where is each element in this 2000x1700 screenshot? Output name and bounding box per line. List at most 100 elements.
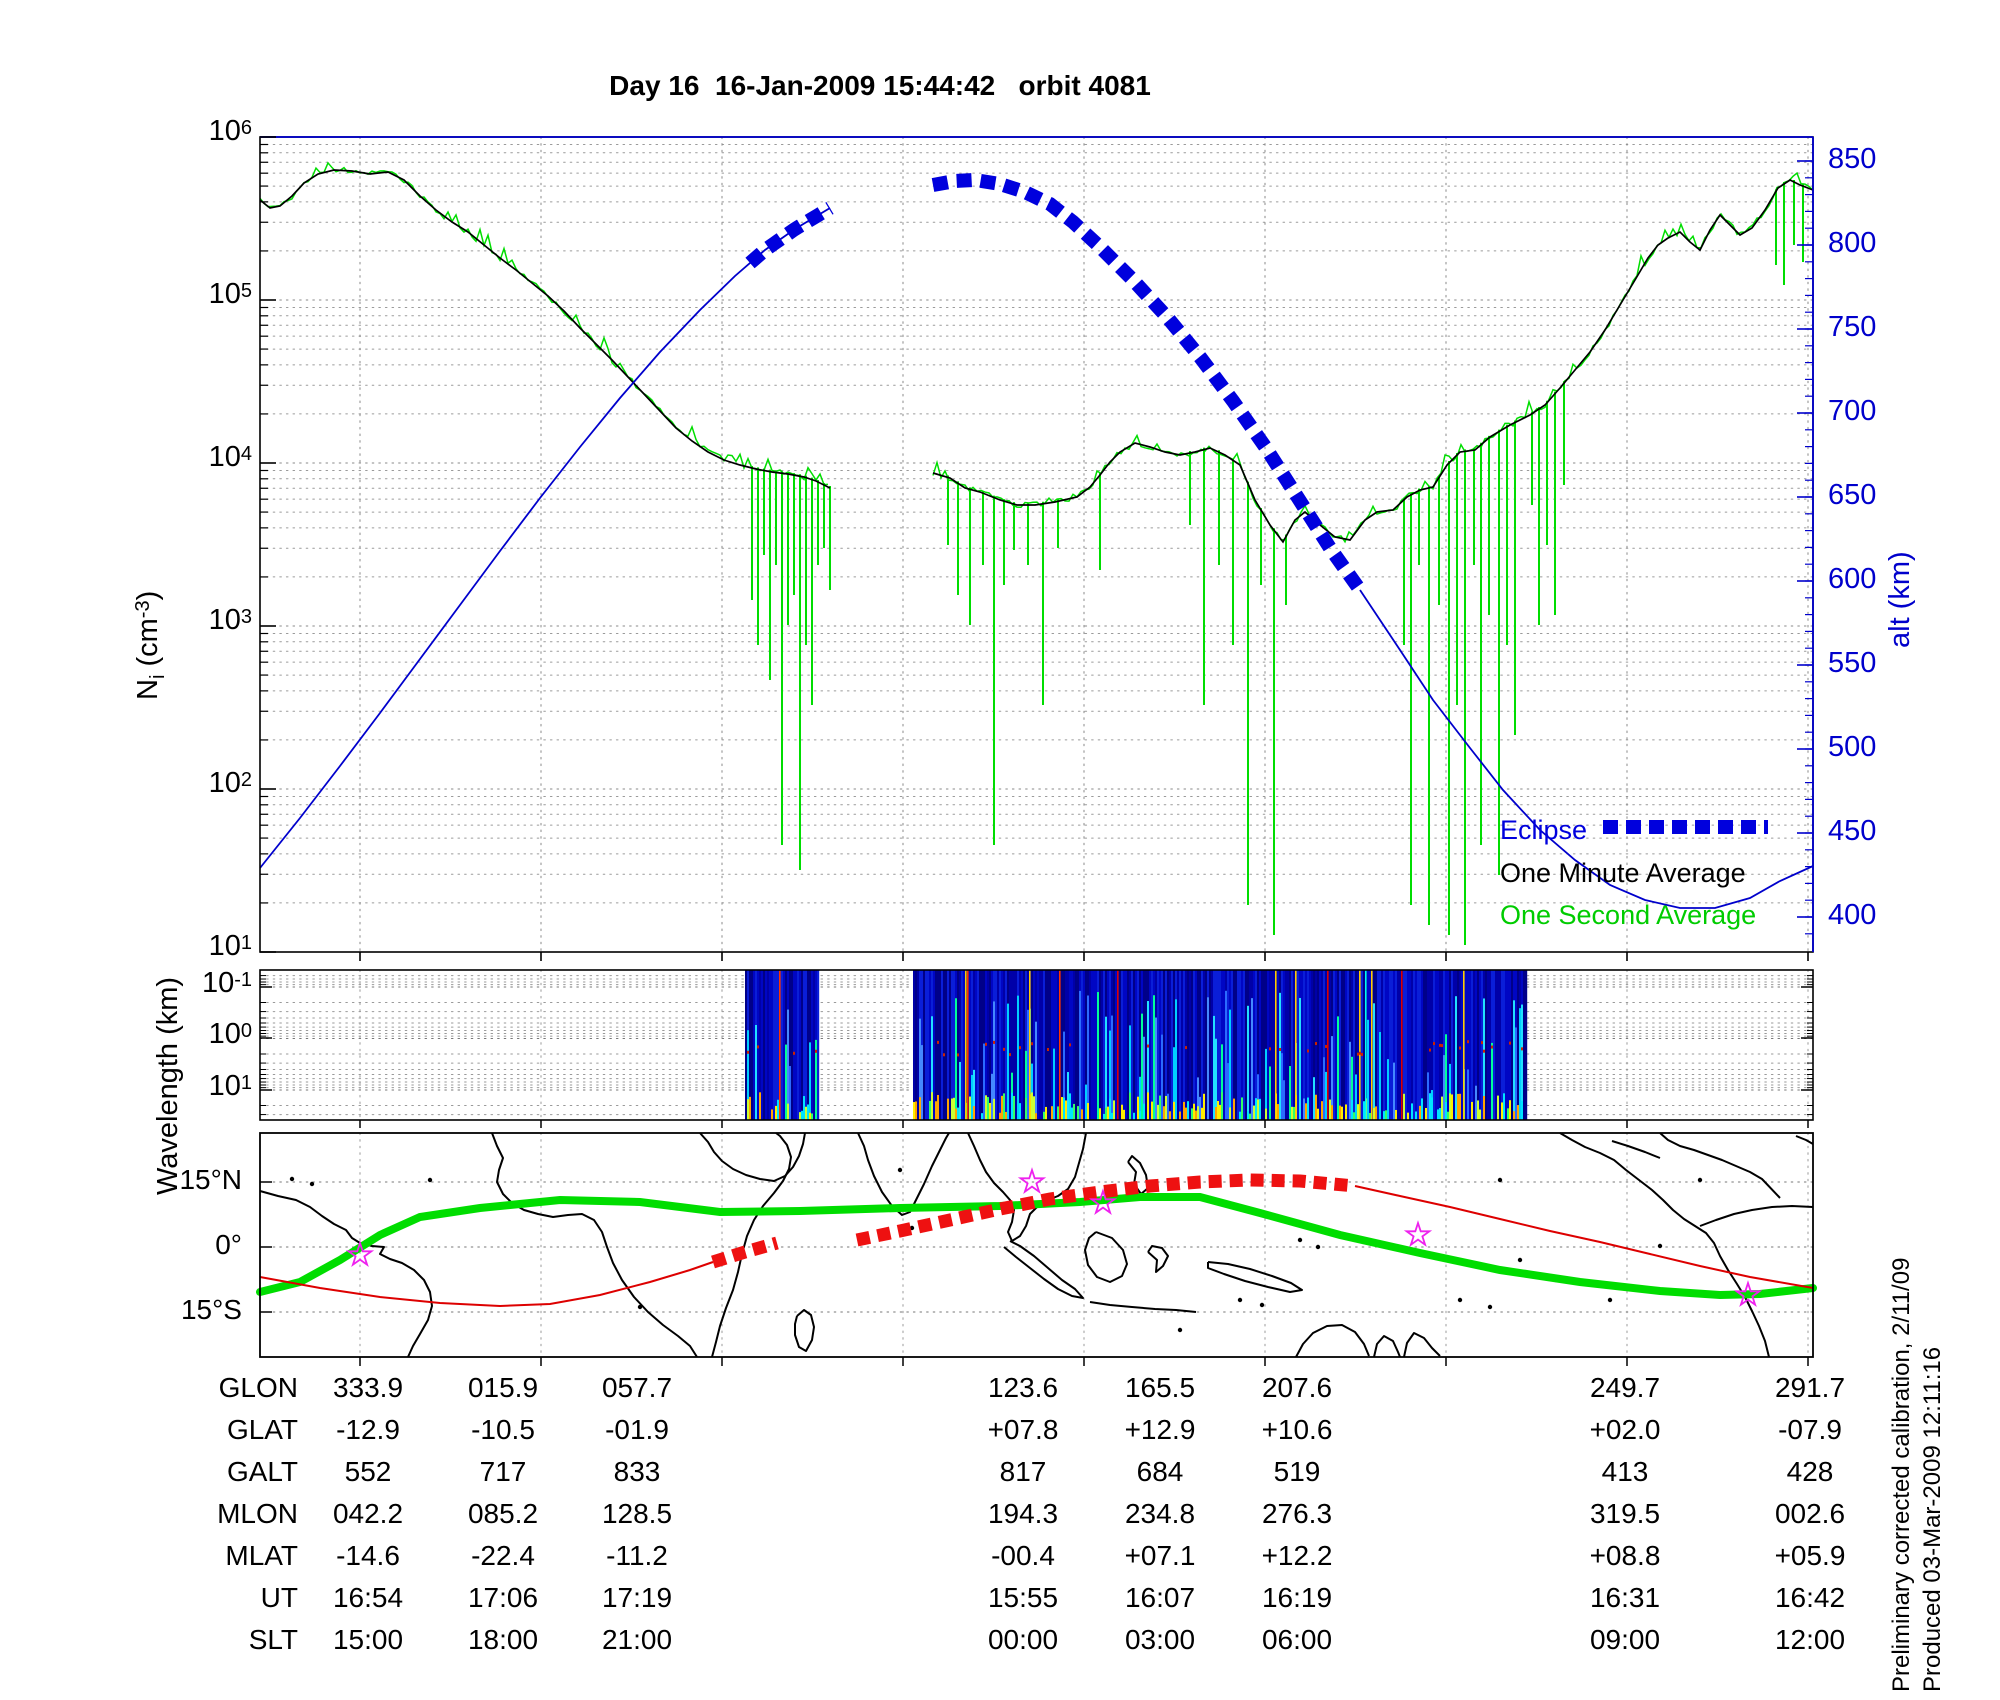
ground-station-star-icon — [1017, 1167, 1047, 1195]
table-cell-GLAT-2: -01.9 — [605, 1414, 669, 1445]
alt-ytick-550: 550 — [1828, 647, 1877, 679]
density-ytick-10e4: 104 — [208, 441, 252, 473]
table-cell-GALT-5: 519 — [1273, 1456, 1321, 1487]
table-cell-SLT-3: 00:00 — [987, 1624, 1059, 1655]
ground-station-star-icon — [1733, 1280, 1763, 1308]
table-cell-GLAT-7: -07.9 — [1778, 1414, 1842, 1445]
alt-ytick-650: 650 — [1828, 479, 1877, 511]
table-cell-GLON-3: 123.6 — [987, 1372, 1059, 1403]
table-cell-GLON-7: 291.7 — [1774, 1372, 1846, 1403]
table-cell-SLT-6: 09:00 — [1589, 1624, 1661, 1655]
table-cell-UT-0: 16:54 — [332, 1582, 404, 1613]
alt-ytick-600: 600 — [1828, 563, 1877, 595]
table-cell-GLON-1: 015.9 — [467, 1372, 539, 1403]
alt-ytick-750: 750 — [1828, 311, 1877, 343]
table-cell-MLAT-1: -22.4 — [471, 1540, 535, 1571]
table-cell-MLAT-6: +08.8 — [1589, 1540, 1661, 1571]
table-cell-GALT-6: 413 — [1601, 1456, 1649, 1487]
wavelength-axis-label: Wavelength (km) — [152, 976, 184, 1195]
table-cell-GLAT-1: -10.5 — [471, 1414, 535, 1445]
alt-axis-label: alt (km) — [1884, 551, 1916, 648]
table-cell-GALT-2: 833 — [613, 1456, 661, 1487]
table-cell-UT-2: 17:19 — [601, 1582, 673, 1613]
table-cell-GLON-0: 333.9 — [332, 1372, 404, 1403]
page-title: Day 16 16-Jan-2009 15:44:42 orbit 4081 — [609, 70, 1151, 101]
table-cell-MLON-3: 194.3 — [987, 1498, 1059, 1529]
table-cell-MLAT-5: +12.2 — [1261, 1540, 1333, 1571]
wavelength-panel — [259, 969, 1814, 1128]
table-cell-MLON-7: 002.6 — [1774, 1498, 1846, 1529]
table-cell-SLT-2: 21:00 — [601, 1624, 673, 1655]
table-cell-GLON-4: 165.5 — [1124, 1372, 1196, 1403]
table-cell-MLON-4: 234.8 — [1124, 1498, 1196, 1529]
table-cell-UT-5: 16:19 — [1261, 1582, 1333, 1613]
density-ytick-10e1: 101 — [208, 930, 252, 962]
table-cell-SLT-0: 15:00 — [332, 1624, 404, 1655]
table-cell-GLAT-0: -12.9 — [336, 1414, 400, 1445]
alt-ytick-500: 500 — [1828, 731, 1877, 763]
alt-ytick-400: 400 — [1828, 899, 1877, 931]
alt-ytick-450: 450 — [1828, 815, 1877, 847]
table-cell-GLAT-3: +07.8 — [987, 1414, 1059, 1445]
table-cell-GLON-6: 249.7 — [1589, 1372, 1661, 1403]
wavelength-ytick-10e-1: 10-1 — [201, 967, 252, 999]
table-cell-GALT-7: 428 — [1786, 1456, 1834, 1487]
wavelength-ytick-10e0: 100 — [208, 1018, 252, 1050]
table-cell-GALT-4: 684 — [1136, 1456, 1184, 1487]
table-cell-MLAT-2: -11.2 — [606, 1540, 668, 1571]
table-row-label-MLAT: MLAT — [225, 1540, 298, 1571]
table-cell-SLT-7: 12:00 — [1774, 1624, 1846, 1655]
map-panel — [256, 1132, 1817, 1366]
legend-one-minute-label: One Minute Average — [1500, 858, 1746, 888]
table-cell-UT-4: 16:07 — [1124, 1582, 1196, 1613]
table-cell-MLAT-4: +07.1 — [1124, 1540, 1196, 1571]
table-cell-GLON-2: 057.7 — [601, 1372, 673, 1403]
density-ytick-10e3: 103 — [208, 604, 252, 636]
table-cell-MLON-0: 042.2 — [332, 1498, 404, 1529]
table-cell-GLON-5: 207.6 — [1261, 1372, 1333, 1403]
table-cell-MLON-6: 319.5 — [1589, 1498, 1661, 1529]
table-row-label-GALT: GALT — [226, 1456, 298, 1487]
table-cell-MLON-5: 276.3 — [1261, 1498, 1333, 1529]
density-ytick-10e6: 106 — [208, 115, 252, 147]
side-note-1: Produced 03-Mar-2009 12:11:16 — [1919, 1346, 1946, 1692]
table-cell-GLAT-6: +02.0 — [1589, 1414, 1661, 1445]
table-row-label-GLON: GLON — [218, 1372, 298, 1403]
table-cell-GLAT-4: +12.9 — [1124, 1414, 1196, 1445]
ground-station-star-icon — [1403, 1220, 1433, 1248]
table-row-label-MLON: MLON — [217, 1498, 298, 1529]
map-lat-label: 15°S — [180, 1294, 242, 1325]
table-cell-MLAT-7: +05.9 — [1774, 1540, 1846, 1571]
table-cell-GALT-1: 717 — [479, 1456, 527, 1487]
legend-one-second-label: One Second Average — [1500, 900, 1757, 930]
table-cell-MLAT-3: -00.4 — [991, 1540, 1055, 1571]
density-ytick-10e5: 105 — [208, 278, 252, 310]
alt-ytick-800: 800 — [1828, 227, 1877, 259]
ground-station-star-icon — [1088, 1188, 1118, 1216]
table-cell-MLAT-0: -14.6 — [336, 1540, 400, 1571]
table-cell-UT-7: 16:42 — [1774, 1582, 1846, 1613]
table-row-label-GLAT: GLAT — [226, 1414, 298, 1445]
table-row-label-UT: UT — [260, 1582, 298, 1613]
wavelength-ytick-10e1: 101 — [208, 1070, 252, 1102]
table-cell-MLON-1: 085.2 — [467, 1498, 539, 1529]
legend-eclipse-label: Eclipse — [1500, 815, 1588, 845]
alt-ytick-850: 850 — [1828, 143, 1877, 175]
table-cell-UT-1: 17:06 — [467, 1582, 539, 1613]
table-row-label-SLT: SLT — [248, 1624, 298, 1655]
density-axis-label: Ni (cm-3) — [132, 590, 169, 700]
alt-ytick-700: 700 — [1828, 395, 1877, 427]
table-cell-GALT-3: 817 — [999, 1456, 1047, 1487]
ground-station-star-icon — [345, 1240, 375, 1268]
table-cell-GLAT-5: +10.6 — [1261, 1414, 1333, 1445]
side-note-0: Preliminary corrected calibration, 2/11/… — [1888, 1257, 1915, 1692]
density-ytick-10e2: 102 — [208, 767, 252, 799]
map-lat-label: 15°N — [179, 1164, 242, 1195]
density-panel — [259, 136, 1814, 961]
table-cell-UT-3: 15:55 — [987, 1582, 1059, 1613]
table-cell-GALT-0: 552 — [344, 1456, 392, 1487]
table-cell-UT-6: 16:31 — [1589, 1582, 1661, 1613]
